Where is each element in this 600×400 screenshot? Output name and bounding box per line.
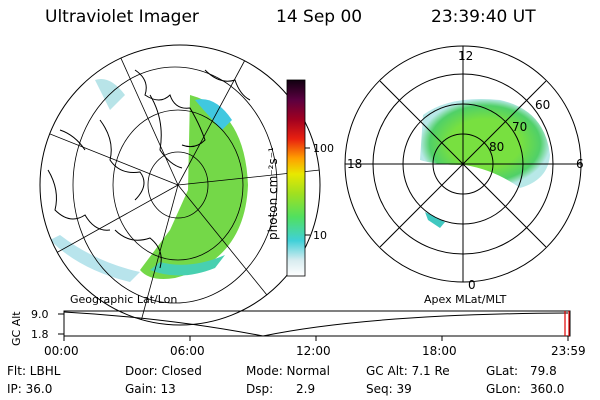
gc-alt-info: GC Alt: 7.1 Re (366, 364, 450, 378)
app-title: Ultraviolet Imager (45, 7, 199, 27)
orbit-timeline (58, 310, 571, 341)
xtick-2359: 23:59 (551, 344, 586, 358)
glat-label: GLat: (486, 364, 519, 378)
glon-value: 360.0 (530, 382, 565, 396)
timeline-ytick-top: 9.0 (31, 308, 49, 321)
polar-grid (344, 45, 582, 283)
mlt-0-label: 0 (468, 278, 476, 292)
mlt-6-label: 6 (576, 157, 584, 171)
mlat-60-label: 60 (535, 98, 550, 112)
image-time: 23:39:40 UT (431, 7, 536, 27)
image-date: 14 Sep 00 (276, 7, 363, 27)
seq-info: Seq: 39 (366, 382, 412, 396)
xtick-0000: 00:00 (44, 344, 79, 358)
polar-plot (344, 45, 582, 283)
gain-info: Gain: 13 (125, 382, 176, 396)
dsp-value: 2.9 (296, 382, 316, 396)
colorbar-unit-label: photon cm⁻²s⁻¹ (266, 147, 280, 240)
mode-info: Mode: Normal (246, 364, 330, 378)
xtick-0600: 06:00 (170, 344, 205, 358)
ip-info: IP: 36.0 (7, 382, 53, 396)
filter-info: Flt: LBHL (7, 364, 61, 378)
timeline-ytick-bottom: 1.8 (31, 328, 49, 341)
colorbar (286, 79, 310, 277)
mlt-18-label: 18 (347, 157, 362, 171)
mlat-80-label: 80 (489, 140, 504, 154)
colorbar-tick-100: 100 (313, 142, 334, 155)
door-info: Door: Closed (125, 364, 202, 378)
mlt-12-label: 12 (458, 49, 473, 63)
xtick-1200: 12:00 (296, 344, 331, 358)
colorbar-tick-10: 10 (313, 229, 327, 242)
mlat-70-label: 70 (512, 120, 527, 134)
aurora-emission-left (140, 95, 248, 279)
dsp-label: Dsp: (246, 382, 274, 396)
xtick-1800: 18:00 (422, 344, 457, 358)
geographic-map (39, 44, 321, 326)
geographic-label: Geographic Lat/Lon (70, 293, 178, 306)
glat-value: 79.8 (530, 364, 557, 378)
apex-label: Apex MLat/MLT (424, 293, 507, 306)
glon-label: GLon: (486, 382, 521, 396)
timeline-ylabel: GC Alt (10, 311, 23, 346)
